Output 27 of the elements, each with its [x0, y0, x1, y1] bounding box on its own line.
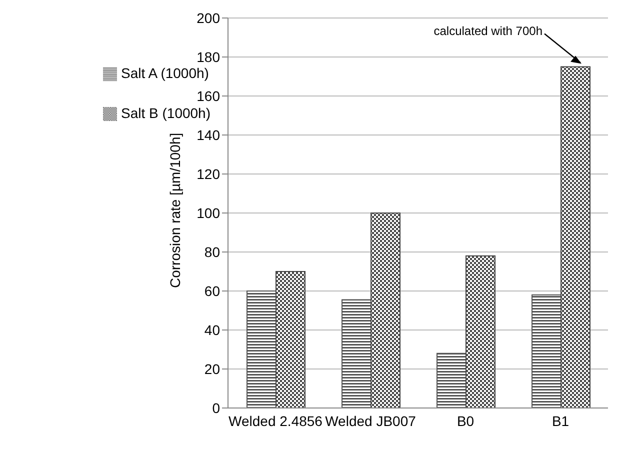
y-tick-label: 40	[204, 322, 220, 338]
y-tick-label: 180	[196, 48, 220, 65]
bar	[436, 352, 466, 408]
y-tick-label: 140	[196, 126, 220, 143]
y-tick-label: 20	[204, 360, 220, 377]
legend-label: Salt B (1000h)	[121, 105, 210, 121]
bar	[532, 294, 562, 408]
y-tick-label: 0	[212, 400, 220, 416]
y-tick-label: 100	[196, 204, 220, 221]
x-tick-label: Welded JB007	[325, 412, 416, 429]
bar	[560, 66, 590, 408]
y-tick-label: 80	[204, 244, 220, 260]
x-tick-label: Welded 2.4856	[228, 412, 323, 429]
legend-label: Salt A (1000h)	[121, 65, 209, 81]
y-tick-label: 60	[204, 282, 220, 299]
bar	[466, 255, 496, 408]
x-tick-label: B1	[552, 412, 570, 429]
y-axis-title: Corrosion rate [µm/100h]	[166, 132, 183, 288]
y-tick-label: 160	[196, 88, 220, 104]
bar	[246, 290, 276, 408]
bar	[342, 299, 372, 408]
bar	[276, 271, 306, 408]
annotation: calculated with 700h	[434, 24, 542, 38]
y-tick-label: 200	[196, 10, 220, 26]
bar	[370, 212, 400, 408]
x-tick-label: B0	[456, 412, 474, 429]
y-tick-label: 120	[196, 166, 220, 182]
